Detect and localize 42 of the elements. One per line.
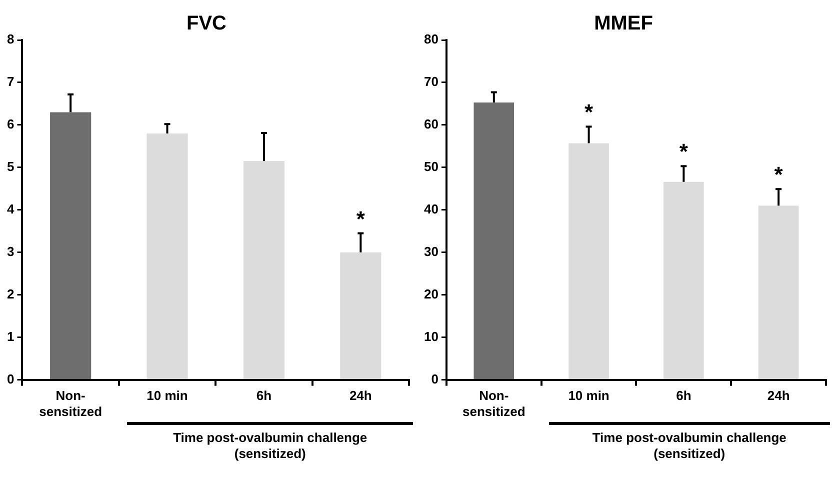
bar [243,161,285,380]
bar [664,182,704,380]
y-tick-label: 20 [424,286,438,302]
bar [568,143,609,380]
x-axis-title: Time post-ovalbumin challenge (sensitized) [591,430,788,462]
x-axis-title: Time post-ovalbumin challenge (sensitized) [172,430,368,462]
y-tick-label: 3 [6,244,14,259]
annotation: * [679,139,688,164]
y-tick-label: 4 [6,201,15,216]
x-tick-label: 6h [676,388,692,404]
y-tick-label: 60 [424,116,438,132]
y-tick-label: 40 [424,201,438,216]
y-tick-label: 2 [6,286,14,302]
bar [758,206,799,380]
x-tick-label: Non- sensitized [39,388,102,419]
bar [474,102,514,380]
y-tick-label: 70 [424,74,438,90]
y-tick-label: 30 [424,244,438,259]
y-tick-label: 7 [6,74,14,90]
x-tick-label: 6h [256,388,272,404]
chart-title: FVC [186,12,226,35]
bar [50,112,92,380]
bar [146,133,188,380]
annotation: * [774,162,784,188]
y-tick-label: 0 [6,371,14,386]
y-tick-label: 1 [6,328,14,344]
y-tick-label: 10 [424,328,438,344]
y-tick-label: 0 [431,371,438,386]
x-tick-label: 24h [767,388,790,404]
x-tick-label: 24h [349,388,372,404]
y-tick-label: 6 [6,116,14,132]
y-tick-label: 5 [6,159,14,174]
x-tick-label: Non- sensitized [462,388,526,419]
y-tick-label: 8 [6,32,14,47]
bar [340,252,382,380]
y-tick-label: 80 [424,32,438,47]
x-tick-label: 10 min [568,388,610,404]
annotation: * [584,100,594,125]
chart-title: MMEF [594,12,653,35]
y-tick-label: 50 [424,159,438,174]
annotation: * [356,206,366,232]
x-tick-label: 10 min [146,388,188,404]
